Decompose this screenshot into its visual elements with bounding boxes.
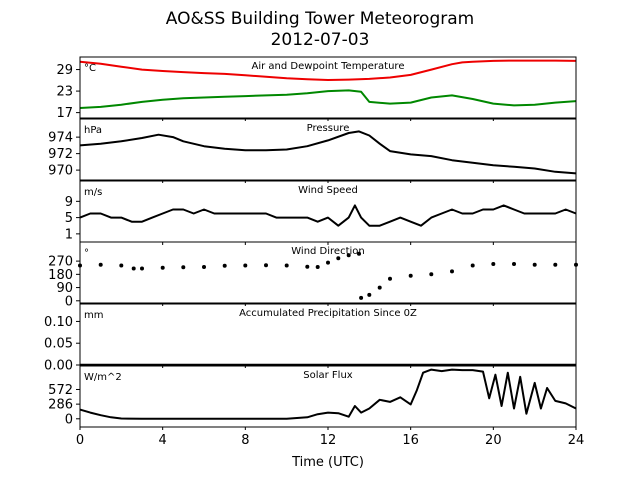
panel-4-point [470, 263, 475, 268]
panel-2-series-1 [79, 130, 577, 175]
panel-1-series-1 [79, 59, 577, 81]
panel-title: Solar Flux [303, 370, 353, 381]
y-tick-label: 5 [65, 211, 73, 226]
y-tick-label: 9 [65, 195, 73, 210]
panel-3: 159 Wind Speed m/s [65, 180, 577, 245]
panel-4-point [181, 265, 186, 270]
y-tick-label: 1 [65, 227, 73, 242]
panel-title: Accumulated Precipitation Since 0Z [239, 308, 417, 319]
panel-4-point [553, 262, 558, 267]
x-axis: 0 4 8 12 16 20 24 [76, 433, 584, 448]
figure-date: 2012-07-03 [271, 30, 370, 50]
panel-4-point [202, 265, 206, 269]
y-tick-label: 0.05 [44, 337, 73, 352]
y-tick-label: 90 [56, 281, 73, 296]
x-tick-label: 4 [159, 433, 167, 448]
panel-4-point [119, 263, 124, 268]
panel-4-point [359, 295, 364, 300]
panel-4-point [377, 285, 382, 290]
panel-title: Air and Dewpoint Temperature [252, 61, 405, 72]
panel-unit: mm [84, 310, 103, 321]
y-tick-label: 970 [48, 164, 73, 179]
panel-4-point [131, 266, 136, 271]
x-tick-label: 20 [485, 433, 502, 448]
y-tick-label: 29 [56, 63, 73, 78]
panel-unit: m/s [84, 187, 102, 198]
panel-4-point [315, 265, 320, 269]
panel-unit: W/m^2 [84, 372, 122, 383]
y-tick-label: 0.10 [44, 315, 73, 330]
panel-6-series-1 [79, 368, 577, 420]
panel-title: Wind Speed [298, 185, 358, 196]
panel-4-point [408, 273, 413, 278]
panel-4-point [284, 263, 289, 268]
y-tick-label: 0 [65, 294, 73, 309]
panel-4-point [140, 266, 144, 271]
y-tick-label: 972 [48, 147, 73, 162]
panel-4-point [243, 263, 248, 268]
y-tick-label: 572 [48, 383, 73, 398]
panel-4-point [326, 260, 330, 265]
panel-4-point [222, 263, 227, 268]
panel-1: 17 23 29 Air and Dewpoint Temperature °C [56, 56, 577, 121]
panel-unit: hPa [84, 125, 102, 136]
panel-3-series-1 [79, 204, 577, 227]
panel-unit: °C [84, 63, 96, 74]
x-axis-label: Time (UTC) [291, 455, 364, 470]
panel-4-point [512, 262, 516, 266]
panel-4-point [346, 253, 351, 258]
x-tick-label: 8 [241, 433, 249, 448]
panel-4-point [532, 262, 537, 267]
panel-4-point [305, 264, 310, 269]
panel-4-point [98, 262, 103, 267]
panel-4-point [450, 269, 454, 274]
y-tick-label: 286 [48, 398, 73, 413]
panel-unit: ° [84, 248, 89, 259]
panel-title: Pressure [307, 123, 350, 134]
panel-4-point [491, 262, 496, 266]
panel-4-point [429, 272, 434, 277]
x-tick-label: 16 [402, 433, 419, 448]
panel-5: 0.00 0.05 0.10 Accumulated Precipitation Si… [44, 303, 577, 374]
panel-title: Wind Direction [291, 246, 365, 257]
panel-4-point [336, 256, 341, 261]
panel-1-series-2 [79, 89, 577, 109]
x-tick-label: 0 [76, 433, 84, 448]
x-tick-label: 12 [320, 433, 337, 448]
panel-4-point [388, 276, 392, 281]
y-tick-label: 270 [48, 255, 73, 270]
figure-title: AO&SS Building Tower Meteorogram [166, 9, 474, 29]
y-tick-label: 17 [56, 106, 73, 121]
y-tick-label: 180 [48, 268, 73, 283]
x-tick-label: 24 [568, 433, 585, 448]
panel-4-point [264, 263, 268, 268]
y-tick-label: 0.00 [44, 359, 73, 374]
y-tick-label: 0 [65, 412, 73, 427]
panel-4-point [160, 265, 165, 270]
y-tick-label: 974 [48, 131, 73, 146]
y-tick-label: 23 [56, 85, 73, 100]
panel-4-point [357, 251, 361, 256]
panel-4-point [367, 292, 372, 297]
